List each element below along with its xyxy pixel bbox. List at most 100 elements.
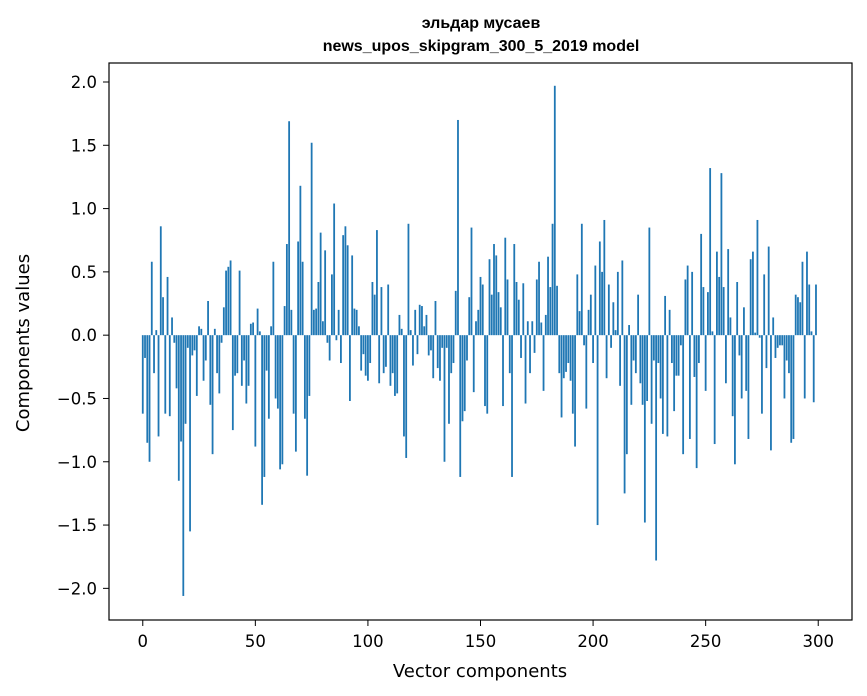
- bar: [398, 314, 401, 336]
- bar: [756, 219, 759, 336]
- bar: [299, 185, 302, 336]
- bar: [709, 168, 712, 336]
- bar: [445, 335, 448, 348]
- bar: [731, 335, 734, 417]
- bar: [335, 335, 338, 341]
- bar: [394, 335, 396, 396]
- bar: [643, 335, 646, 523]
- bar: [213, 328, 216, 336]
- bar: [585, 335, 588, 409]
- bar: [452, 335, 455, 364]
- bar: [173, 335, 176, 343]
- bar: [202, 335, 205, 381]
- x-tick-label: 150: [465, 632, 497, 651]
- bar: [373, 294, 376, 336]
- bar: [191, 335, 194, 356]
- bar: [171, 317, 173, 336]
- bar: [159, 226, 162, 336]
- x-axis-label: Vector components: [393, 661, 567, 682]
- bar: [540, 322, 543, 336]
- bar: [810, 331, 813, 336]
- bar: [736, 282, 739, 336]
- bar: [668, 309, 671, 336]
- bar: [321, 321, 324, 336]
- bar: [479, 276, 482, 336]
- bar: [794, 294, 797, 336]
- bar: [326, 335, 329, 343]
- bar: [547, 256, 549, 336]
- bar: [261, 335, 263, 505]
- bar: [389, 335, 392, 386]
- y-tick-label: 1.5: [71, 136, 97, 155]
- bar: [380, 287, 383, 336]
- bar: [243, 335, 245, 361]
- bar: [544, 314, 547, 336]
- bar: [416, 335, 419, 355]
- bar: [655, 335, 658, 561]
- bar: [493, 244, 495, 336]
- bar: [155, 330, 158, 336]
- bar: [387, 284, 390, 336]
- bar: [353, 308, 356, 336]
- bar: [716, 251, 718, 336]
- bar: [306, 335, 309, 476]
- bar: [499, 307, 502, 336]
- bar: [713, 335, 716, 445]
- bar: [666, 335, 669, 437]
- bar: [198, 326, 200, 336]
- bar: [551, 223, 554, 336]
- bar: [747, 335, 750, 439]
- bar: [245, 335, 248, 404]
- bar: [718, 276, 721, 336]
- bar: [409, 330, 412, 336]
- bar: [502, 335, 504, 407]
- bars-group: [141, 85, 817, 596]
- bar: [225, 270, 227, 336]
- bar: [574, 335, 576, 447]
- bar: [448, 335, 450, 424]
- bar: [610, 335, 612, 348]
- bar: [376, 230, 378, 336]
- bar: [157, 335, 160, 437]
- bar: [164, 335, 167, 414]
- bar: [648, 227, 651, 336]
- bar: [513, 244, 516, 336]
- bar: [391, 335, 394, 374]
- bar: [630, 335, 633, 405]
- bar: [349, 335, 351, 401]
- bar: [355, 309, 358, 336]
- y-tick-label: −0.5: [57, 389, 97, 408]
- bar: [450, 335, 453, 374]
- x-tick-label: 50: [245, 632, 266, 651]
- bar: [281, 335, 284, 465]
- bar: [619, 335, 621, 386]
- bar: [738, 335, 741, 356]
- plot-frame: [108, 62, 853, 621]
- ticks-group: 0 50 100 150 200 250 300 −2.0 −1.5 −1.0 −0.5 0.0 0.5…: [57, 73, 834, 651]
- bar: [184, 335, 187, 424]
- bar: [504, 237, 507, 336]
- bar: [556, 285, 558, 336]
- bar: [216, 335, 218, 374]
- bar: [288, 121, 291, 336]
- bar: [529, 335, 531, 374]
- bar: [267, 335, 270, 419]
- bar: [562, 335, 565, 379]
- bar: [623, 335, 626, 494]
- bar: [670, 335, 673, 364]
- bar: [565, 335, 567, 372]
- y-axis-label: Components values: [13, 254, 34, 432]
- bar: [466, 335, 468, 361]
- x-tick-label: 0: [138, 632, 149, 651]
- bar: [331, 274, 333, 336]
- bar: [812, 335, 815, 403]
- bar: [234, 335, 236, 376]
- bar: [227, 266, 230, 336]
- bar: [364, 335, 367, 376]
- bar: [360, 335, 363, 371]
- bar: [285, 244, 288, 336]
- bar: [175, 335, 178, 389]
- bar: [522, 283, 525, 336]
- bar: [247, 335, 250, 386]
- bar: [790, 335, 793, 443]
